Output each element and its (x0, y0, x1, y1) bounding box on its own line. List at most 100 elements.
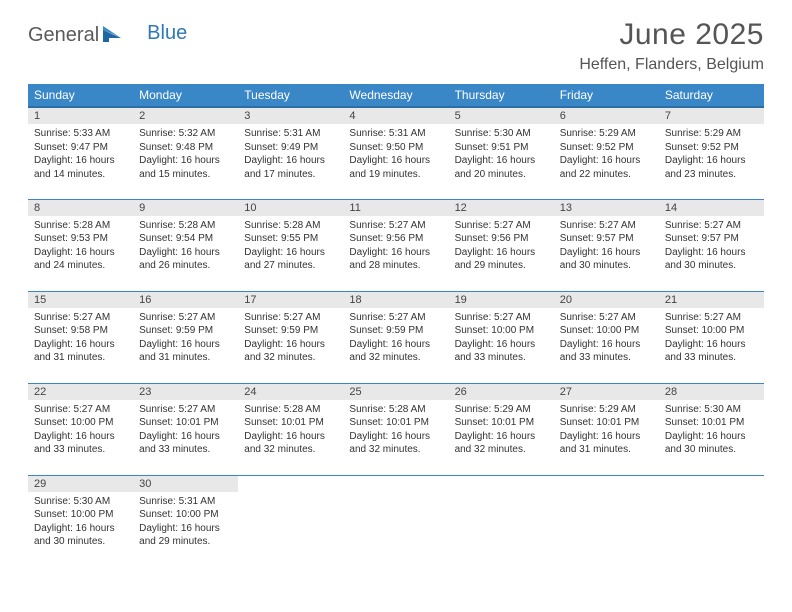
calendar-week-row: 15Sunrise: 5:27 AMSunset: 9:58 PMDayligh… (28, 291, 764, 383)
daylight-line: Daylight: 16 hours and 32 minutes. (455, 430, 548, 457)
sunset-line: Sunset: 10:00 PM (455, 324, 548, 338)
day-details: Sunrise: 5:27 AMSunset: 10:00 PMDaylight… (659, 308, 764, 369)
logo-flag-icon (103, 26, 125, 47)
sunset-line: Sunset: 10:01 PM (139, 416, 232, 430)
daylight-line: Daylight: 16 hours and 32 minutes. (244, 430, 337, 457)
sunrise-line: Sunrise: 5:30 AM (455, 127, 548, 141)
weekday-header: Friday (554, 84, 659, 107)
brand-part1: General (28, 24, 99, 47)
sunrise-line: Sunrise: 5:28 AM (244, 219, 337, 233)
calendar-day-cell: 8Sunrise: 5:28 AMSunset: 9:53 PMDaylight… (28, 199, 133, 291)
day-number: 12 (449, 200, 554, 216)
day-details: Sunrise: 5:31 AMSunset: 9:49 PMDaylight:… (238, 124, 343, 185)
daylight-line: Daylight: 16 hours and 20 minutes. (455, 154, 548, 181)
day-details: Sunrise: 5:29 AMSunset: 9:52 PMDaylight:… (554, 124, 659, 185)
calendar-day-cell: 10Sunrise: 5:28 AMSunset: 9:55 PMDayligh… (238, 199, 343, 291)
day-details: Sunrise: 5:28 AMSunset: 9:55 PMDaylight:… (238, 216, 343, 277)
day-number: 4 (343, 108, 448, 124)
day-details: Sunrise: 5:32 AMSunset: 9:48 PMDaylight:… (133, 124, 238, 185)
day-details: Sunrise: 5:28 AMSunset: 9:54 PMDaylight:… (133, 216, 238, 277)
daylight-line: Daylight: 16 hours and 15 minutes. (139, 154, 232, 181)
sunset-line: Sunset: 9:59 PM (139, 324, 232, 338)
weekday-header: Monday (133, 84, 238, 107)
sunrise-line: Sunrise: 5:29 AM (560, 127, 653, 141)
day-details: Sunrise: 5:29 AMSunset: 10:01 PMDaylight… (449, 400, 554, 461)
day-details: Sunrise: 5:30 AMSunset: 10:00 PMDaylight… (28, 492, 133, 553)
calendar-day-cell (238, 475, 343, 567)
day-number: 3 (238, 108, 343, 124)
day-details: Sunrise: 5:27 AMSunset: 9:59 PMDaylight:… (238, 308, 343, 369)
day-number: 24 (238, 384, 343, 400)
day-details: Sunrise: 5:27 AMSunset: 9:59 PMDaylight:… (343, 308, 448, 369)
sunset-line: Sunset: 10:01 PM (665, 416, 758, 430)
calendar-day-cell (449, 475, 554, 567)
day-number: 27 (554, 384, 659, 400)
calendar-day-cell: 21Sunrise: 5:27 AMSunset: 10:00 PMDaylig… (659, 291, 764, 383)
sunset-line: Sunset: 10:01 PM (244, 416, 337, 430)
day-details: Sunrise: 5:31 AMSunset: 10:00 PMDaylight… (133, 492, 238, 553)
day-details: Sunrise: 5:28 AMSunset: 10:01 PMDaylight… (343, 400, 448, 461)
day-number: 9 (133, 200, 238, 216)
sunrise-line: Sunrise: 5:27 AM (34, 403, 127, 417)
calendar-day-cell: 27Sunrise: 5:29 AMSunset: 10:01 PMDaylig… (554, 383, 659, 475)
sunrise-line: Sunrise: 5:27 AM (34, 311, 127, 325)
day-details: Sunrise: 5:27 AMSunset: 10:01 PMDaylight… (133, 400, 238, 461)
day-details: Sunrise: 5:27 AMSunset: 9:59 PMDaylight:… (133, 308, 238, 369)
daylight-line: Daylight: 16 hours and 29 minutes. (455, 246, 548, 273)
calendar-day-cell (554, 475, 659, 567)
calendar-day-cell: 26Sunrise: 5:29 AMSunset: 10:01 PMDaylig… (449, 383, 554, 475)
calendar-day-cell: 5Sunrise: 5:30 AMSunset: 9:51 PMDaylight… (449, 107, 554, 199)
calendar-header-row: SundayMondayTuesdayWednesdayThursdayFrid… (28, 84, 764, 107)
daylight-line: Daylight: 16 hours and 33 minutes. (665, 338, 758, 365)
calendar-day-cell: 14Sunrise: 5:27 AMSunset: 9:57 PMDayligh… (659, 199, 764, 291)
day-details: Sunrise: 5:30 AMSunset: 9:51 PMDaylight:… (449, 124, 554, 185)
month-title: June 2025 (579, 18, 764, 52)
calendar-day-cell: 30Sunrise: 5:31 AMSunset: 10:00 PMDaylig… (133, 475, 238, 567)
sunrise-line: Sunrise: 5:27 AM (560, 311, 653, 325)
daylight-line: Daylight: 16 hours and 31 minutes. (34, 338, 127, 365)
sunrise-line: Sunrise: 5:27 AM (560, 219, 653, 233)
daylight-line: Daylight: 16 hours and 31 minutes. (560, 430, 653, 457)
calendar-table: SundayMondayTuesdayWednesdayThursdayFrid… (28, 84, 764, 567)
sunrise-line: Sunrise: 5:32 AM (139, 127, 232, 141)
sunset-line: Sunset: 9:57 PM (665, 232, 758, 246)
sunset-line: Sunset: 9:54 PM (139, 232, 232, 246)
calendar-day-cell: 19Sunrise: 5:27 AMSunset: 10:00 PMDaylig… (449, 291, 554, 383)
day-details: Sunrise: 5:29 AMSunset: 9:52 PMDaylight:… (659, 124, 764, 185)
sunset-line: Sunset: 10:00 PM (560, 324, 653, 338)
day-details: Sunrise: 5:33 AMSunset: 9:47 PMDaylight:… (28, 124, 133, 185)
day-details: Sunrise: 5:27 AMSunset: 9:56 PMDaylight:… (449, 216, 554, 277)
sunset-line: Sunset: 9:59 PM (244, 324, 337, 338)
day-number: 29 (28, 476, 133, 492)
daylight-line: Daylight: 16 hours and 28 minutes. (349, 246, 442, 273)
calendar-day-cell: 24Sunrise: 5:28 AMSunset: 10:01 PMDaylig… (238, 383, 343, 475)
sunset-line: Sunset: 9:55 PM (244, 232, 337, 246)
weekday-header: Saturday (659, 84, 764, 107)
sunset-line: Sunset: 9:52 PM (560, 141, 653, 155)
sunrise-line: Sunrise: 5:31 AM (139, 495, 232, 509)
day-number: 20 (554, 292, 659, 308)
calendar-day-cell: 28Sunrise: 5:30 AMSunset: 10:01 PMDaylig… (659, 383, 764, 475)
day-number: 22 (28, 384, 133, 400)
sunset-line: Sunset: 9:51 PM (455, 141, 548, 155)
sunrise-line: Sunrise: 5:30 AM (665, 403, 758, 417)
calendar-day-cell: 23Sunrise: 5:27 AMSunset: 10:01 PMDaylig… (133, 383, 238, 475)
day-number: 5 (449, 108, 554, 124)
weekday-header: Tuesday (238, 84, 343, 107)
brand-part2: Blue (147, 22, 187, 45)
page-header: General Blue June 2025 Heffen, Flanders,… (28, 18, 764, 74)
calendar-day-cell (659, 475, 764, 567)
sunset-line: Sunset: 9:50 PM (349, 141, 442, 155)
day-details: Sunrise: 5:27 AMSunset: 9:57 PMDaylight:… (554, 216, 659, 277)
day-number: 30 (133, 476, 238, 492)
title-block: June 2025 Heffen, Flanders, Belgium (579, 18, 764, 74)
day-number: 26 (449, 384, 554, 400)
day-details: Sunrise: 5:27 AMSunset: 10:00 PMDaylight… (28, 400, 133, 461)
calendar-page: General Blue June 2025 Heffen, Flanders,… (0, 0, 792, 567)
daylight-line: Daylight: 16 hours and 33 minutes. (560, 338, 653, 365)
daylight-line: Daylight: 16 hours and 32 minutes. (349, 430, 442, 457)
sunset-line: Sunset: 10:01 PM (560, 416, 653, 430)
calendar-week-row: 22Sunrise: 5:27 AMSunset: 10:00 PMDaylig… (28, 383, 764, 475)
day-number: 16 (133, 292, 238, 308)
daylight-line: Daylight: 16 hours and 30 minutes. (665, 430, 758, 457)
